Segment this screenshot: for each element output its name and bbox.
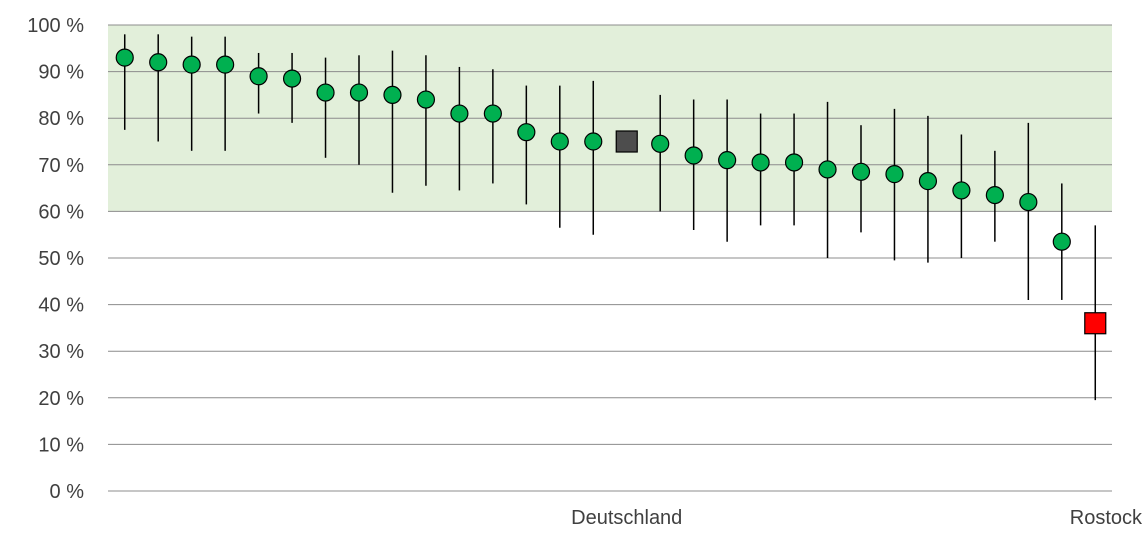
y-tick-label: 80 % (38, 108, 84, 130)
y-tick-label: 60 % (38, 201, 84, 223)
category-label-rostock: Rostock (1070, 507, 1143, 529)
y-tick-label: 90 % (38, 62, 84, 84)
data-point (651, 134, 670, 153)
data-point (383, 85, 402, 105)
data-point (1052, 232, 1071, 251)
gridlines (108, 24, 1112, 492)
data-point (584, 132, 603, 151)
y-tick-label: 40 % (38, 295, 84, 317)
category-label-deutschland: Deutschland (571, 507, 682, 529)
data-point (149, 53, 168, 72)
y-tick-label: 30 % (38, 341, 84, 363)
data-point (885, 165, 904, 184)
y-tick-label: 70 % (38, 155, 84, 177)
data-point (684, 146, 703, 165)
data-point (349, 83, 369, 102)
y-tick-label: 50 % (38, 248, 84, 270)
y-tick-label: 0 % (50, 481, 85, 503)
germany-marker (615, 130, 638, 153)
data-point (115, 48, 134, 67)
data-point (416, 90, 436, 109)
data-point (282, 69, 302, 88)
range-whiskers (123, 34, 1097, 401)
data-point (249, 67, 268, 86)
data-point (216, 55, 235, 74)
y-tick-label: 10 % (38, 434, 84, 456)
y-tick-label: 20 % (38, 388, 84, 410)
data-point (483, 104, 502, 123)
category-labels: Deutschland Rostock (571, 507, 1143, 529)
data-point (718, 151, 737, 170)
data-point (985, 185, 1004, 205)
data-point (784, 153, 804, 172)
data-point (851, 162, 871, 181)
y-tick-label: 100 % (27, 15, 84, 37)
rostock-marker (1084, 312, 1107, 335)
data-point (751, 153, 770, 172)
data-point (182, 55, 201, 74)
data-point (952, 181, 971, 200)
data-point (1019, 192, 1038, 212)
data-points (115, 48, 1107, 335)
data-point (550, 132, 569, 151)
data-point (450, 104, 469, 123)
data-point (918, 172, 938, 191)
data-point (316, 83, 335, 102)
data-point (818, 160, 837, 179)
data-point (517, 123, 536, 142)
y-axis-tick-labels: 0 % 10 % 20 % 30 % 40 % 50 % 60 % 70 % 80 % 90 % 1… (27, 15, 84, 503)
